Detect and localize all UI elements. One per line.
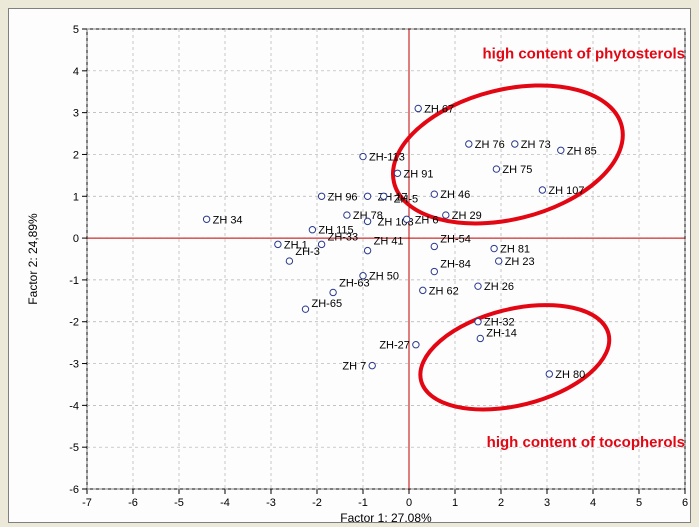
svg-text:ZH 85: ZH 85	[567, 145, 597, 157]
svg-text:4: 4	[590, 497, 596, 509]
svg-text:-6: -6	[128, 497, 138, 509]
svg-text:ZH 34: ZH 34	[213, 214, 243, 226]
svg-text:-4: -4	[220, 497, 230, 509]
svg-text:5: 5	[636, 497, 642, 509]
svg-text:ZH-3: ZH-3	[295, 246, 319, 258]
svg-text:3: 3	[73, 108, 79, 120]
svg-text:Factor 2: 24,89%: Factor 2: 24,89%	[26, 213, 40, 305]
svg-text:ZH 6: ZH 6	[415, 214, 439, 226]
svg-text:6: 6	[682, 497, 688, 509]
svg-text:ZH-65: ZH-65	[312, 298, 343, 310]
svg-text:ZH 75: ZH 75	[502, 164, 532, 176]
svg-text:ZH 50: ZH 50	[369, 271, 399, 283]
svg-text:5: 5	[73, 24, 79, 36]
svg-text:ZH 7: ZH 7	[342, 361, 366, 373]
svg-text:ZH-113: ZH-113	[369, 152, 405, 164]
svg-text:ZH 67: ZH 67	[424, 103, 454, 115]
svg-text:ZH 96: ZH 96	[328, 191, 358, 203]
svg-text:high content of tocopherols: high content of tocopherols	[487, 434, 685, 451]
chart-panel: -7-6-5-4-3-2-10123456-6-5-4-3-2-1012345Z…	[8, 8, 691, 523]
svg-text:1: 1	[452, 497, 458, 509]
svg-text:-1: -1	[69, 275, 79, 287]
svg-text:ZH-5: ZH-5	[394, 193, 418, 205]
svg-text:3: 3	[544, 497, 550, 509]
svg-text:ZH 41: ZH 41	[374, 236, 404, 248]
svg-text:ZH-84: ZH-84	[440, 259, 471, 271]
svg-text:-2: -2	[312, 497, 322, 509]
svg-text:ZH 29: ZH 29	[452, 210, 482, 222]
svg-text:2: 2	[498, 497, 504, 509]
svg-text:-3: -3	[266, 497, 276, 509]
svg-text:ZH 91: ZH 91	[404, 168, 434, 180]
svg-text:-3: -3	[69, 359, 79, 371]
svg-text:ZH 76: ZH 76	[475, 139, 505, 151]
svg-text:0: 0	[406, 497, 412, 509]
svg-text:ZH 62: ZH 62	[429, 285, 459, 297]
svg-text:ZH 81: ZH 81	[500, 244, 530, 256]
svg-text:1: 1	[73, 191, 79, 203]
svg-text:ZH-54: ZH-54	[440, 233, 471, 245]
scatter-plot: -7-6-5-4-3-2-10123456-6-5-4-3-2-1012345Z…	[9, 9, 690, 522]
svg-text:ZH 80: ZH 80	[555, 369, 585, 381]
svg-text:-1: -1	[358, 497, 368, 509]
svg-text:0: 0	[73, 233, 79, 245]
svg-text:ZH 26: ZH 26	[484, 281, 514, 293]
svg-text:ZH-33: ZH-33	[328, 231, 359, 243]
svg-text:ZH 46: ZH 46	[440, 189, 470, 201]
svg-text:2: 2	[73, 149, 79, 161]
svg-text:ZH-63: ZH-63	[339, 277, 370, 289]
svg-text:ZH 73: ZH 73	[521, 139, 551, 151]
svg-text:ZH-27: ZH-27	[379, 340, 410, 352]
svg-text:-6: -6	[69, 484, 79, 496]
svg-text:-4: -4	[69, 400, 79, 412]
svg-text:-5: -5	[174, 497, 184, 509]
svg-text:high content of phytosterols: high content of phytosterols	[483, 45, 686, 62]
svg-text:4: 4	[73, 66, 79, 78]
svg-text:-2: -2	[69, 317, 79, 329]
svg-text:ZH 23: ZH 23	[505, 256, 535, 268]
svg-text:ZH-14: ZH-14	[486, 327, 517, 339]
svg-text:-5: -5	[69, 442, 79, 454]
svg-text:Factor 1: 27,08%: Factor 1: 27,08%	[340, 511, 432, 522]
svg-text:ZH 107: ZH 107	[548, 185, 584, 197]
svg-text:-7: -7	[82, 497, 92, 509]
